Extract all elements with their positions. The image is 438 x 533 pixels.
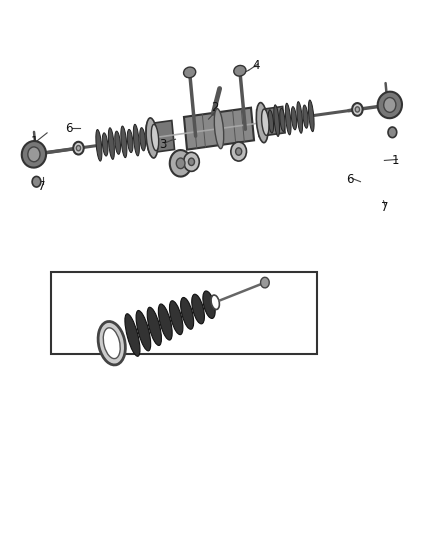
Ellipse shape	[108, 128, 114, 159]
Ellipse shape	[176, 158, 185, 168]
Text: 1: 1	[30, 135, 38, 148]
Ellipse shape	[133, 124, 139, 156]
Ellipse shape	[102, 133, 108, 156]
Text: 5: 5	[170, 157, 177, 169]
Ellipse shape	[180, 297, 194, 329]
Ellipse shape	[184, 67, 196, 78]
Ellipse shape	[152, 124, 159, 151]
Ellipse shape	[73, 142, 84, 155]
Ellipse shape	[136, 311, 151, 351]
Ellipse shape	[32, 176, 41, 187]
Ellipse shape	[98, 321, 125, 365]
Ellipse shape	[211, 295, 219, 310]
Ellipse shape	[96, 130, 102, 161]
Ellipse shape	[274, 105, 279, 136]
Ellipse shape	[291, 107, 297, 130]
Text: 8: 8	[74, 297, 81, 310]
Ellipse shape	[256, 103, 268, 143]
Ellipse shape	[192, 294, 205, 324]
Ellipse shape	[125, 314, 140, 356]
Ellipse shape	[28, 147, 40, 161]
Ellipse shape	[184, 152, 199, 172]
Ellipse shape	[308, 100, 314, 132]
Text: 3: 3	[159, 138, 166, 151]
Ellipse shape	[355, 107, 360, 112]
Polygon shape	[257, 107, 285, 136]
Ellipse shape	[236, 148, 242, 155]
Ellipse shape	[22, 141, 46, 167]
Ellipse shape	[121, 126, 127, 158]
Text: 2: 2	[211, 101, 219, 114]
Text: 1: 1	[392, 154, 399, 167]
Text: 6: 6	[65, 122, 73, 135]
Ellipse shape	[261, 109, 269, 135]
Ellipse shape	[280, 108, 285, 132]
Ellipse shape	[159, 304, 172, 340]
Ellipse shape	[170, 301, 183, 335]
Ellipse shape	[188, 158, 194, 166]
Text: 7: 7	[381, 200, 388, 214]
Ellipse shape	[262, 107, 268, 138]
Ellipse shape	[76, 146, 81, 151]
Polygon shape	[149, 120, 174, 152]
Ellipse shape	[214, 109, 224, 149]
Ellipse shape	[352, 103, 363, 116]
Ellipse shape	[203, 291, 215, 318]
Ellipse shape	[115, 131, 120, 155]
Polygon shape	[184, 108, 254, 150]
Bar	[51, 272, 317, 354]
Text: 7: 7	[38, 181, 45, 193]
Ellipse shape	[285, 103, 291, 135]
Text: 6: 6	[346, 173, 353, 185]
Ellipse shape	[146, 118, 158, 158]
Ellipse shape	[147, 307, 162, 345]
Ellipse shape	[297, 102, 303, 133]
Text: 9: 9	[159, 324, 166, 337]
Ellipse shape	[234, 66, 246, 76]
Ellipse shape	[140, 127, 145, 151]
Ellipse shape	[303, 105, 308, 128]
Ellipse shape	[378, 92, 402, 118]
Ellipse shape	[388, 127, 397, 138]
Ellipse shape	[384, 98, 396, 112]
Ellipse shape	[268, 110, 274, 133]
Ellipse shape	[261, 277, 269, 288]
Ellipse shape	[103, 328, 120, 359]
Ellipse shape	[170, 150, 191, 176]
Ellipse shape	[146, 123, 152, 154]
Text: 4: 4	[252, 59, 260, 71]
Ellipse shape	[231, 142, 247, 161]
Ellipse shape	[127, 130, 133, 152]
